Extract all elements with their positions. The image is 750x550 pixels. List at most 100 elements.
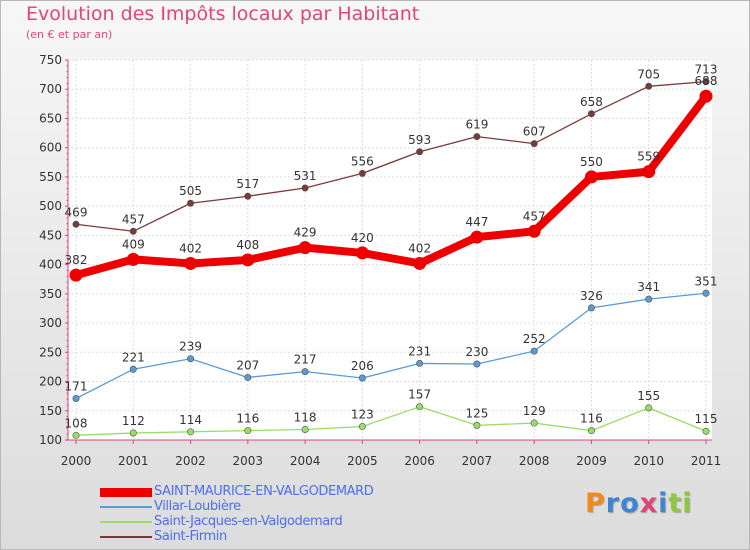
x-tick-label: 2011 [691,454,722,468]
series-2-point [358,423,366,431]
series-2-point [702,427,710,435]
x-tick-label: 2010 [633,454,664,468]
grid-layer [68,59,712,441]
data-label: 559 [637,150,660,164]
chart-title: Evolution des Impôts locaux par Habitant [26,3,420,25]
legend-swatch [100,506,152,508]
data-label: 517 [236,177,259,191]
series-3-point [244,192,252,200]
data-label: 531 [294,169,317,183]
logo-letter: i [682,488,693,519]
series-2-point [301,425,309,433]
series-3-point [587,110,595,118]
series-0-point [527,224,541,238]
series-1-point [187,355,195,363]
x-tick-label: 2002 [175,454,206,468]
legend-label: Saint-Jacques-en-Valgodemard [154,514,343,529]
logo-letter: i [658,488,669,519]
y-tick-label: 150 [39,404,62,418]
data-label: 447 [465,215,488,229]
data-label: 556 [351,154,374,168]
series-2-point [187,428,195,436]
data-label: 221 [122,350,145,364]
series-3-point [473,133,481,141]
series-0-point [470,230,484,244]
series-2-point [244,427,252,435]
data-label: 326 [580,289,603,303]
series-0-line [72,92,710,280]
logo-letter: P [585,488,606,519]
y-tick-label: 650 [39,111,62,125]
series-2-point [473,421,481,429]
data-label: 112 [122,414,145,428]
data-label: 593 [408,133,431,147]
series-0-point [699,89,713,103]
data-label: 157 [408,388,431,402]
series-1-point [416,359,424,367]
proxiti-logo: Proxiti [585,488,693,519]
data-label: 341 [637,280,660,294]
data-label: 207 [236,358,259,372]
data-label: 230 [465,345,488,359]
data-label: 351 [695,274,718,288]
data-label: 382 [65,253,88,267]
y-tick-label: 400 [39,258,62,272]
series-0-point [126,252,140,266]
series-1-line [75,292,707,400]
data-label: 171 [65,379,88,393]
logo-letter: t [668,488,683,519]
data-label: 713 [695,63,718,77]
data-label: 402 [408,241,431,255]
data-label: 115 [695,412,718,426]
series-3-point [129,227,137,235]
axis-layer: 100 150 200 250 300 350 400 450 500 550 600 650 700 7… [39,53,721,468]
y-tick-label: 350 [39,287,62,301]
data-label: 457 [122,212,145,226]
data-label: 408 [236,238,259,252]
series-3-point [187,199,195,207]
series-3-point [530,140,538,148]
data-label: 155 [637,389,660,403]
x-tick-label: 2004 [290,454,321,468]
series-3-point [72,220,80,228]
series-1-point [72,394,80,402]
series-1-point [473,360,481,368]
data-label: 231 [408,344,431,358]
legend-swatch [100,521,152,523]
x-tick-label: 2005 [347,454,378,468]
data-label: 607 [523,125,546,139]
data-label: 457 [523,209,546,223]
series-3-point [702,78,710,86]
series-0-point [584,170,598,184]
series-2-point [72,431,80,439]
logo-letter: o [620,488,640,519]
series-2-point [530,419,538,427]
series-0-point [413,256,427,270]
data-label: 116 [580,412,603,426]
legend-label: SAINT-MAURICE-EN-VALGODEMARD [154,484,374,499]
x-tick-label: 2003 [233,454,264,468]
data-label: 705 [637,67,660,81]
data-label: 688 [695,74,718,88]
data-label: 420 [351,231,374,245]
x-tick-label: 2008 [519,454,550,468]
x-tick-label: 2006 [404,454,435,468]
data-label: 217 [294,353,317,367]
series-0-point [241,253,255,267]
series-1-point [645,295,653,303]
chart-subtitle: (en € et par an) [26,28,113,41]
series-1-point [301,368,309,376]
series-3-point [358,169,366,177]
series-1-point [244,373,252,381]
series-3-point [416,148,424,156]
series-0-point [355,246,369,260]
series-2-point [587,427,595,435]
y-tick-label: 200 [39,375,62,389]
series-2-point [645,404,653,412]
y-tick-label: 450 [39,228,62,242]
data-label: 619 [465,118,488,132]
series-3-point [301,184,309,192]
data-label: 429 [294,226,317,240]
data-label: 402 [179,241,202,255]
